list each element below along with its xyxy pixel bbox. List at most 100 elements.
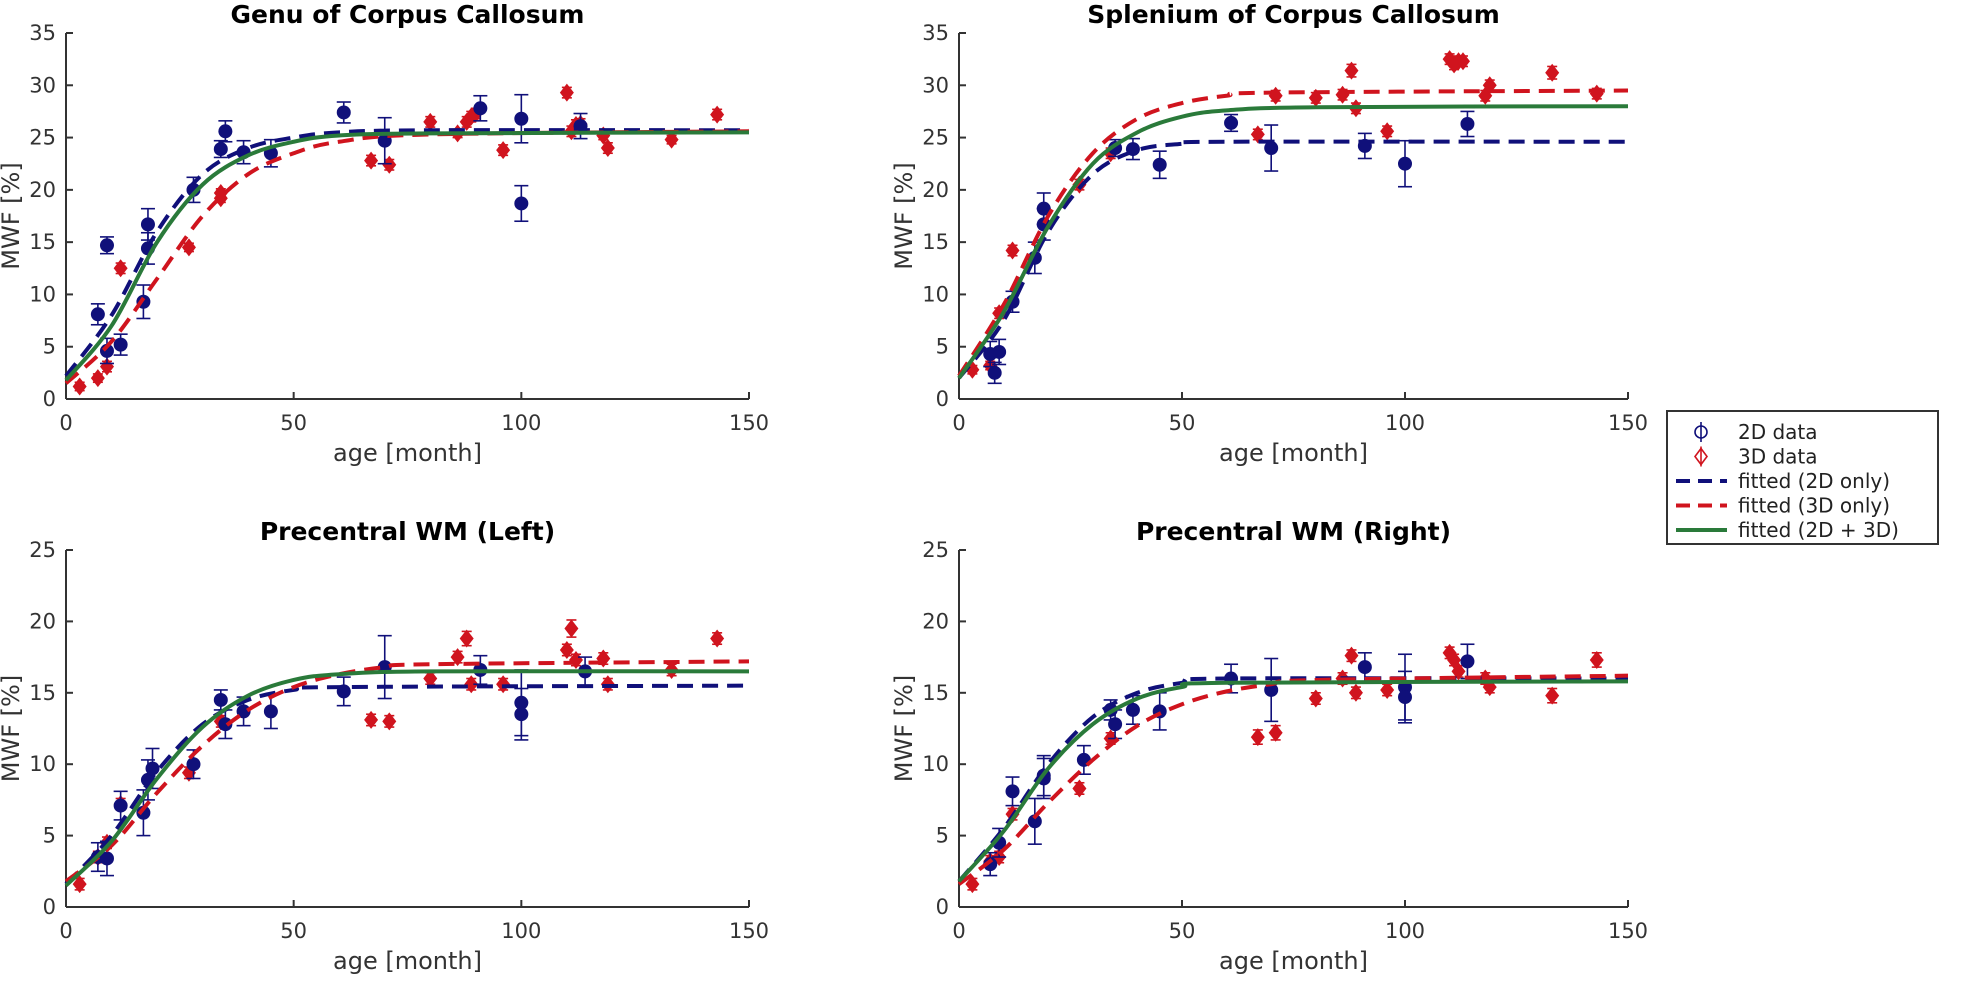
y-tick-label: 10 — [922, 752, 949, 776]
fit-line-2d-3d — [957, 679, 1629, 883]
x-tick-label: 0 — [59, 411, 72, 435]
data-point-3d — [1250, 125, 1265, 144]
data-point-2d — [992, 344, 1007, 359]
subplot-3: 0 50 100 150 0 5 10 15 20 25 Precentral WM (Left) a… — [0, 517, 769, 975]
data-point-3d — [1589, 650, 1604, 669]
x-tick-label: 0 — [952, 411, 965, 435]
data-point-2d — [113, 798, 128, 813]
data-point-2d — [145, 761, 160, 776]
legend-box — [1666, 410, 1939, 545]
data-point-2d — [90, 307, 105, 322]
data-point-3d — [710, 629, 725, 648]
y-tick-label: 0 — [936, 387, 949, 411]
y-axis-label: MWF [%] — [890, 675, 918, 782]
data-point-3d — [1268, 86, 1283, 105]
y-tick-label: 15 — [922, 681, 949, 705]
data-point-3d — [423, 669, 438, 688]
data-point-2d — [983, 857, 998, 872]
data-point-3d — [1545, 63, 1560, 82]
data-point-3d — [496, 675, 511, 694]
data-point-2d — [186, 757, 201, 772]
legend-label: 3D data — [1738, 445, 1818, 469]
x-tick-label: 100 — [501, 411, 541, 435]
y-tick-label: 5 — [43, 824, 56, 848]
data-point-3d — [559, 640, 574, 659]
data-point-3d — [459, 629, 474, 648]
y-tick-label: 15 — [29, 230, 56, 254]
data-point-3d — [1344, 61, 1359, 80]
y-tick-label: 25 — [922, 126, 949, 150]
fit-line-2d — [957, 676, 1629, 883]
data-point-3d — [564, 619, 579, 638]
y-tick-label: 5 — [43, 335, 56, 359]
y-tick-label: 20 — [29, 178, 56, 202]
subplot-2: 0 50 100 150 0 5 10 15 20 25 30 35 Splenium of Corpu… — [890, 0, 1648, 467]
data-point-3d — [423, 112, 438, 131]
y-tick-label: 10 — [29, 752, 56, 776]
x-tick-label: 150 — [1608, 919, 1648, 943]
data-point-3d — [1589, 84, 1604, 103]
data-point-2d — [1005, 784, 1020, 799]
y-tick-label: 25 — [922, 538, 949, 562]
data-point-3d — [1072, 175, 1087, 194]
y-axis-label: MWF [%] — [0, 675, 25, 782]
y-tick-label: 20 — [922, 609, 949, 633]
data-point-3d — [113, 259, 128, 278]
fit-line-3d — [957, 88, 1629, 378]
fit-line-3d — [64, 659, 750, 883]
y-tick-label: 25 — [29, 126, 56, 150]
subplot-title: Precentral WM (Right) — [1136, 517, 1451, 546]
x-tick-label: 150 — [729, 919, 769, 943]
y-tick-label: 15 — [29, 681, 56, 705]
data-point-3d — [1348, 683, 1363, 702]
data-point-3d — [364, 151, 379, 170]
data-point-2d — [1125, 702, 1140, 717]
data-point-2d — [218, 717, 233, 732]
legend-marker-2d — [1694, 425, 1708, 439]
data-point-2d — [1264, 141, 1279, 156]
data-point-2d — [987, 365, 1002, 380]
x-tick-label: 150 — [1608, 411, 1648, 435]
x-axis-label: age [month] — [333, 439, 482, 467]
data-point-2d — [136, 805, 151, 820]
data-point-3d — [90, 369, 105, 388]
data-point-3d — [1335, 85, 1350, 104]
data-point-3d — [1344, 646, 1359, 665]
data-point-2d — [1460, 116, 1475, 131]
y-tick-label: 20 — [29, 609, 56, 633]
data-point-2d — [514, 196, 529, 211]
data-point-2d — [1357, 660, 1372, 675]
legend-marker-3d — [1694, 447, 1708, 466]
legend-label: fitted (2D + 3D) — [1738, 518, 1899, 542]
data-point-3d — [72, 875, 87, 894]
x-tick-label: 100 — [1385, 919, 1425, 943]
data-point-2d — [1027, 814, 1042, 829]
data-point-2d — [140, 217, 155, 232]
data-point-3d — [382, 712, 397, 731]
data-point-3d — [1380, 680, 1395, 699]
data-point-2d — [213, 142, 228, 157]
y-axis-label: MWF [%] — [0, 162, 25, 269]
fit-line-2d-3d — [64, 130, 750, 382]
legend-label: 2D data — [1738, 420, 1818, 444]
data-point-3d — [596, 126, 611, 145]
data-point-2d — [1398, 690, 1412, 705]
y-tick-label: 30 — [29, 73, 56, 97]
subplot-title: Precentral WM (Left) — [260, 517, 555, 546]
data-point-3d — [559, 83, 574, 102]
y-tick-label: 10 — [922, 282, 949, 306]
data-point-3d — [1005, 241, 1020, 260]
data-point-2d — [514, 111, 529, 126]
fit-line-2d-3d — [64, 669, 750, 888]
data-point-2d — [1108, 717, 1123, 732]
data-point-3d — [382, 155, 397, 174]
x-axis-label: age [month] — [1219, 439, 1368, 467]
fit-line-3d — [957, 673, 1629, 886]
data-point-3d — [1455, 52, 1470, 71]
fit-line-2d — [957, 139, 1629, 380]
data-point-3d — [496, 141, 511, 160]
y-tick-label: 35 — [922, 21, 949, 45]
x-tick-label: 0 — [952, 919, 965, 943]
x-tick-label: 50 — [280, 411, 307, 435]
